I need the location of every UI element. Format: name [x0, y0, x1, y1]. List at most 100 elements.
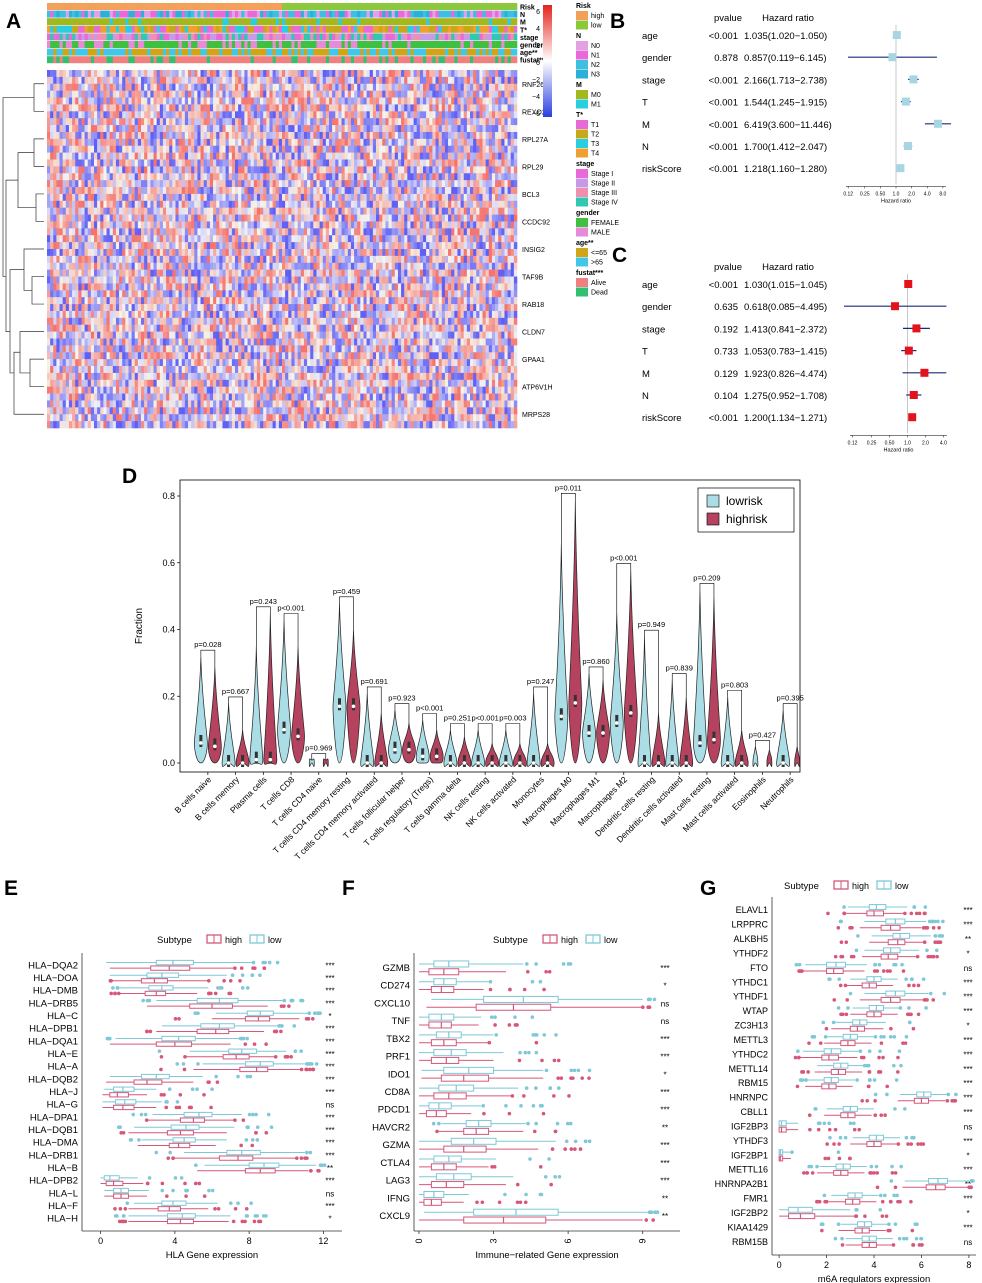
annotation-cell: [350, 10, 355, 18]
heatmap-cell: [288, 145, 292, 153]
heatmap-cell: [466, 111, 471, 119]
heatmap-cell: [397, 76, 402, 85]
heatmap-cell: [197, 207, 201, 215]
heatmap-cell: [354, 104, 358, 112]
heatmap-cell: [275, 180, 280, 188]
heatmap-cell: [513, 187, 518, 195]
annotation-cell: [103, 25, 107, 33]
heatmap-cell: [219, 70, 223, 78]
heatmap-cell: [78, 207, 82, 215]
heatmap-cell: [491, 214, 496, 222]
heatmap-cell: [454, 131, 458, 140]
heatmap-cell: [78, 76, 82, 85]
annotation-label: T*: [520, 27, 527, 34]
heatmap-cell: [260, 214, 264, 222]
heatmap-cell: [53, 187, 57, 195]
heatmap-cell: [219, 193, 223, 202]
annotation-cell: [219, 33, 223, 41]
annotation-cell: [253, 25, 258, 33]
heatmap-cell: [131, 145, 136, 153]
heatmap-cell: [87, 187, 92, 195]
heatmap-cell: [350, 145, 355, 153]
heatmap-cell: [394, 235, 399, 243]
heatmap-cell: [137, 83, 142, 91]
heatmap-cell: [448, 180, 452, 188]
heatmap-cell: [451, 221, 455, 229]
heatmap-cell: [75, 221, 79, 229]
heatmap-cell: [166, 221, 170, 229]
heatmap-cell: [513, 131, 518, 140]
heatmap-cell: [90, 125, 95, 133]
heatmap-cell: [335, 83, 339, 91]
annotation-cell: [322, 18, 327, 26]
heatmap-cell: [81, 145, 85, 153]
annotation-cell: [470, 33, 474, 41]
heatmap-cell: [97, 159, 101, 167]
heatmap-cell: [119, 242, 123, 250]
heatmap-cell: [457, 166, 461, 174]
heatmap-cell: [178, 131, 183, 140]
heatmap-cell: [87, 104, 92, 112]
annotation-cell: [479, 41, 483, 48]
heatmap-cell: [68, 76, 73, 85]
heatmap-cell: [319, 104, 324, 112]
heatmap-cell: [441, 193, 446, 202]
heatmap-cell: [460, 180, 465, 188]
annotation-cell: [235, 33, 239, 41]
heatmap-cell: [103, 221, 107, 229]
heatmap-cell: [241, 83, 245, 91]
heatmap-cell: [109, 173, 114, 181]
heatmap-cell: [335, 97, 339, 105]
heatmap-cell: [382, 207, 386, 215]
heatmap-cell: [200, 207, 204, 215]
annotation-cell: [485, 10, 490, 18]
heatmap-cell: [354, 159, 358, 167]
heatmap-cell: [394, 221, 399, 229]
annotation-cell: [197, 33, 201, 41]
heatmap-cell: [241, 193, 245, 202]
heatmap-cell: [59, 111, 63, 119]
heatmap-cell: [423, 83, 427, 91]
heatmap-cell: [181, 145, 186, 153]
heatmap-cell: [347, 83, 352, 91]
heatmap-cell: [119, 145, 123, 153]
heatmap-cell: [470, 187, 474, 195]
heatmap-cell: [147, 214, 151, 222]
heatmap-cell: [460, 70, 465, 78]
heatmap-cell: [285, 214, 289, 222]
heatmap-cell: [404, 104, 408, 112]
heatmap-cell: [122, 125, 126, 133]
heatmap-cell: [307, 228, 311, 236]
annotation-cell: [466, 25, 471, 33]
heatmap-cell: [426, 214, 430, 222]
heatmap-cell: [360, 214, 364, 222]
heatmap-cell: [231, 207, 236, 215]
heatmap-cell: [53, 228, 57, 236]
heatmap-cell: [150, 235, 154, 243]
heatmap-cell: [194, 193, 198, 202]
heatmap-cell: [225, 76, 230, 85]
heatmap-cell: [153, 138, 157, 147]
annotation-cell: [109, 41, 114, 48]
heatmap-cell: [147, 111, 151, 119]
annotation-cell: [244, 25, 248, 33]
heatmap-cell: [416, 118, 421, 126]
heatmap-cell: [410, 111, 414, 119]
annotation-cell: [131, 10, 136, 18]
heatmap-cell: [272, 97, 277, 105]
annotation-cell: [332, 56, 336, 64]
heatmap-cell: [444, 193, 449, 202]
annotation-cell: [441, 10, 446, 18]
heatmap-cell: [253, 207, 258, 215]
annotation-cell: [482, 18, 486, 26]
annotation-cell: [372, 41, 377, 48]
heatmap-cell: [150, 152, 154, 160]
heatmap-cell: [282, 125, 286, 133]
annotation-cell: [347, 33, 352, 41]
heatmap-cell: [153, 159, 157, 167]
heatmap-cell: [350, 70, 355, 78]
heatmap-cell: [122, 83, 126, 91]
heatmap-cell: [388, 145, 392, 153]
annotation-cell: [485, 41, 490, 48]
heatmap-cell: [282, 193, 286, 202]
